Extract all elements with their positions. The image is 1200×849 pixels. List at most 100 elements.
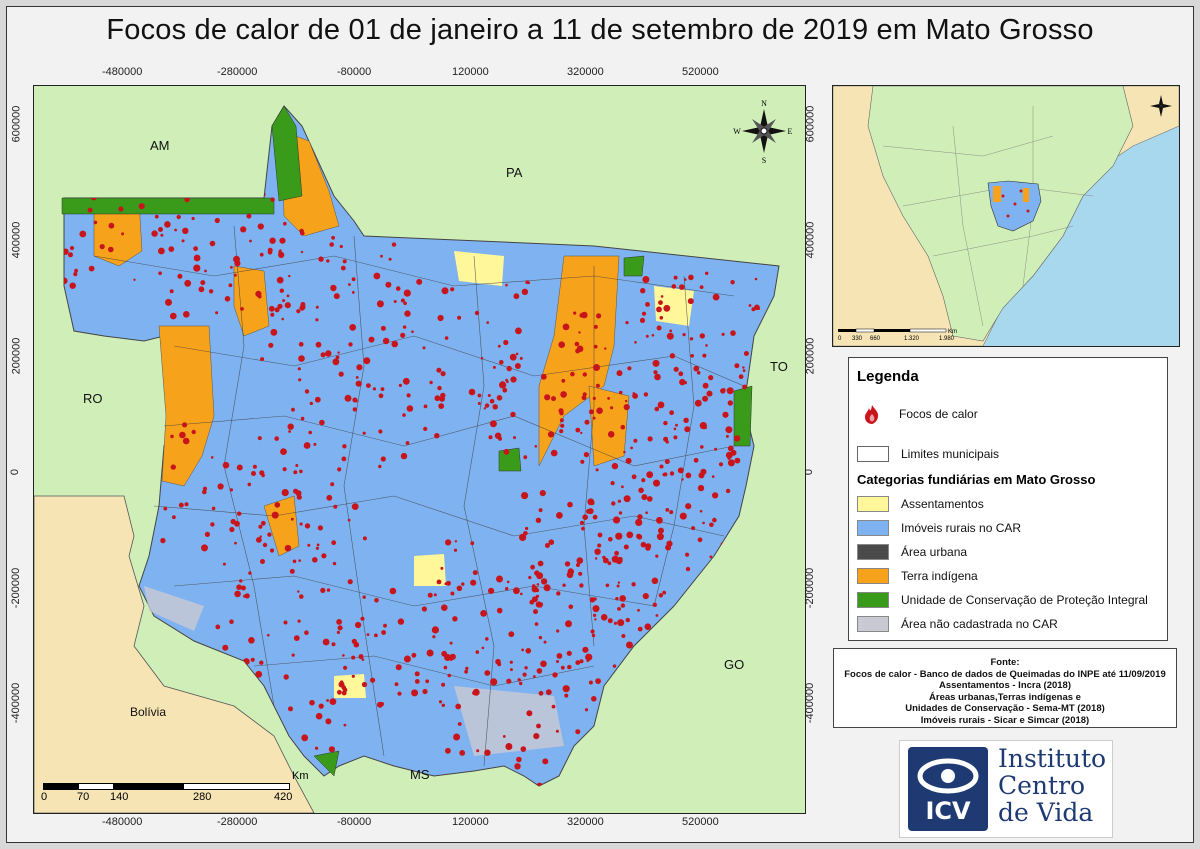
hotspot-point xyxy=(607,431,615,438)
logo-line3: de Vida xyxy=(998,798,1094,827)
hotspot-point xyxy=(617,581,621,584)
hotspot-point xyxy=(355,621,362,629)
logo-line2: Centro xyxy=(998,771,1086,800)
hotspot-point xyxy=(684,426,691,433)
hotspot-point xyxy=(299,228,304,234)
hotspot-point xyxy=(579,520,585,525)
hotspot-point xyxy=(596,407,603,415)
hotspot-point xyxy=(455,703,462,710)
hotspot-point xyxy=(406,405,414,412)
hotspot-point xyxy=(378,429,383,434)
hotspot-point xyxy=(177,273,183,279)
hotspot-point xyxy=(377,701,383,708)
hotspot-point xyxy=(477,393,482,398)
hotspot-point xyxy=(564,561,571,567)
hotspot-point xyxy=(341,690,347,696)
hotspot-point xyxy=(168,246,175,253)
hotspot-point xyxy=(725,426,733,434)
hotspot-point xyxy=(362,595,366,599)
hotspot-point xyxy=(158,271,162,275)
hotspot-point xyxy=(293,470,298,475)
hotspot-point xyxy=(322,638,330,646)
conservation-unit xyxy=(271,105,303,202)
hotspot-point xyxy=(234,520,240,527)
main-map[interactable]: N S E W AM PA RO TO GO MS Bolívia 0 70 1… xyxy=(33,85,806,814)
inset-map[interactable]: 0 330 660 1.320 1.980 Km xyxy=(832,85,1180,347)
hotspot-point xyxy=(514,363,521,369)
hotspot-point xyxy=(201,544,208,552)
hotspot-point xyxy=(516,756,522,763)
hotspot-point xyxy=(251,471,256,476)
hotspot-point xyxy=(607,561,612,566)
hotspot-point xyxy=(725,434,729,438)
legend-item-hotspots: Focos de calor xyxy=(857,405,978,424)
hotspot-point xyxy=(505,743,513,750)
hotspot-point xyxy=(378,393,384,399)
hotspot-point xyxy=(681,478,684,481)
hotspot-point xyxy=(239,579,243,583)
hotspot-point xyxy=(660,295,664,298)
hotspot-point xyxy=(517,678,521,682)
hotspot-point xyxy=(643,392,649,397)
hotspot-point xyxy=(496,607,503,614)
hotspot-point xyxy=(610,481,615,486)
hotspot-point xyxy=(561,378,566,383)
hotspot-point xyxy=(593,364,600,371)
hotspot-point xyxy=(287,423,294,430)
hotspot-point xyxy=(590,500,595,506)
hotspot-point xyxy=(335,355,340,360)
hotspot-point xyxy=(342,654,345,657)
hotspot-point xyxy=(69,282,76,289)
hotspot-point xyxy=(464,669,468,674)
hotspot-point xyxy=(388,257,392,261)
hotspot-point xyxy=(69,245,75,251)
hotspot-point xyxy=(268,342,274,348)
hotspot-point xyxy=(700,468,707,475)
hotspot-point xyxy=(642,276,650,283)
main-map-svg: N S E W xyxy=(34,86,805,813)
hotspot-point xyxy=(405,441,410,445)
inset-scale-bar: 0 330 660 1.320 1.980 Km xyxy=(838,328,957,342)
hotspot-point xyxy=(702,382,709,389)
hotspot-point xyxy=(662,590,667,595)
hotspot-point xyxy=(618,511,623,515)
hotspot-point xyxy=(351,674,355,678)
hotspot-point xyxy=(443,665,448,670)
hotspot-point xyxy=(620,603,626,608)
hotspot-point xyxy=(611,462,619,470)
hotspot-point xyxy=(540,373,547,380)
hotspot-point xyxy=(694,399,702,407)
hotspot-point xyxy=(490,678,498,686)
hotspot-point xyxy=(702,353,707,358)
hotspot-point xyxy=(355,376,359,379)
hotspot-point xyxy=(73,272,78,277)
legend-item-municipal: Limites municipais xyxy=(857,446,999,462)
hotspot-point xyxy=(292,559,297,564)
hotspot-point xyxy=(240,307,244,311)
hotspot-point xyxy=(282,467,287,472)
hotspot-point xyxy=(283,674,289,680)
hotspot-point xyxy=(282,299,286,303)
fire-icon xyxy=(865,405,879,424)
legend-swatch xyxy=(857,496,889,512)
settlement-area xyxy=(654,286,694,326)
hotspot-point xyxy=(267,250,273,255)
hotspot-point xyxy=(281,317,284,321)
hotspot-point xyxy=(525,648,532,654)
hotspot-point xyxy=(725,451,733,459)
hotspot-point xyxy=(734,363,740,369)
hotspot-point xyxy=(363,357,371,365)
coord-bottom-x: -480000 xyxy=(102,816,143,828)
hotspot-point xyxy=(395,664,402,671)
legend-item-category: Assentamentos xyxy=(857,496,984,512)
hotspot-point xyxy=(351,503,359,510)
hotspot-point xyxy=(234,541,237,545)
hotspot-point xyxy=(333,293,340,300)
hotspot-point xyxy=(595,468,599,472)
hotspot-point xyxy=(562,685,570,693)
hotspot-point xyxy=(198,286,205,293)
hotspot-point xyxy=(608,537,613,542)
hotspot-point xyxy=(655,614,659,617)
hotspot-point xyxy=(502,387,508,393)
hotspot-point xyxy=(248,571,252,575)
